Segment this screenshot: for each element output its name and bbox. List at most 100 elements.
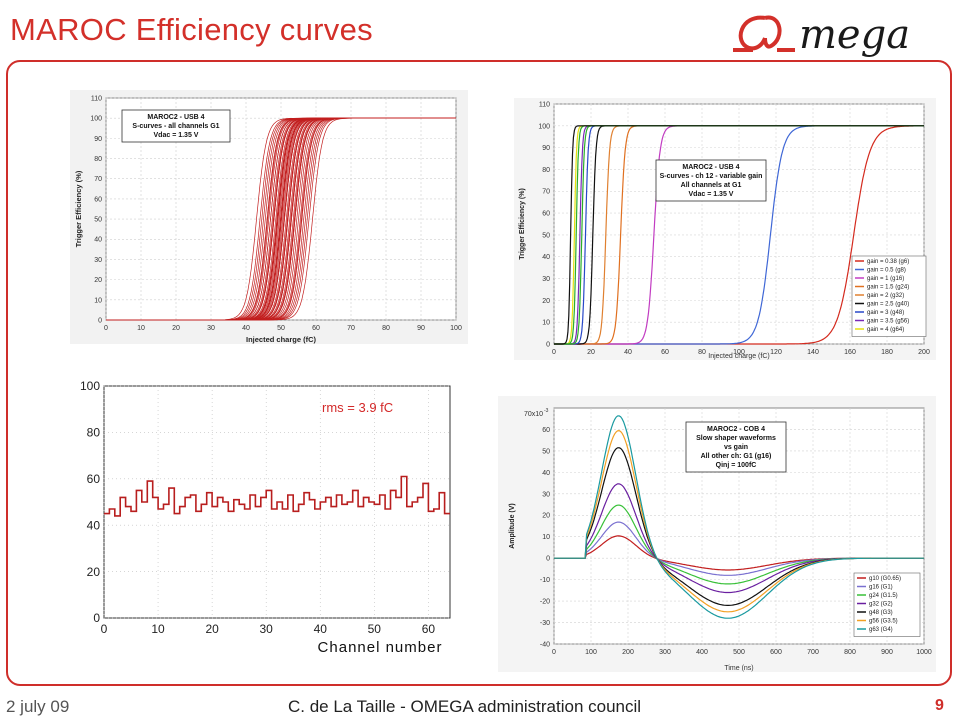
x-tick-label: 20 (172, 325, 180, 332)
y-scale-label: 70x10 (524, 411, 543, 418)
y-tick-label: 40 (94, 237, 102, 244)
annotation-text: S-curves - all channels G1 (132, 123, 219, 130)
y-tick-label: 110 (539, 101, 550, 108)
y-tick-label: 30 (542, 491, 550, 498)
legend-box (853, 572, 921, 637)
x-tick-label: 180 (881, 349, 893, 356)
y-tick-label: 100 (538, 123, 550, 130)
x-tick-label: 200 (622, 649, 634, 656)
omega-logo: mega (733, 12, 910, 58)
y-scale-exponent: -3 (544, 408, 549, 414)
annotation-text: Vdac = 1.35 V (689, 191, 734, 198)
annotation-box (655, 159, 767, 202)
legend-label: g56 (G3.5) (869, 619, 898, 625)
x-tick-label: 0 (101, 622, 108, 636)
x-tick-label: 0 (552, 649, 556, 656)
legend-label: g24 (G1.5) (869, 593, 898, 599)
x-tick-label: 200 (918, 349, 930, 356)
y-tick-label: 0 (93, 611, 100, 625)
y-tick-label: 0 (546, 556, 550, 563)
y-tick-label: -10 (540, 577, 550, 584)
legend-label: g63 (G4) (869, 627, 893, 633)
x-tick-label: 60 (312, 325, 320, 332)
annotation-text: All channels at G1 (681, 182, 742, 189)
x-axis-label: Time (ns) (724, 665, 753, 672)
y-tick-label: 0 (98, 317, 102, 324)
y-tick-label: 70 (94, 176, 102, 183)
x-tick-label: 0 (104, 325, 108, 332)
content-frame (6, 60, 952, 686)
slide-title: MAROC Efficiency curves (10, 12, 373, 47)
annotation-text: vs gain (724, 444, 748, 451)
legend-box (851, 255, 927, 337)
legend-label: gain = 2 (g32) (867, 293, 904, 299)
legend-label: gain = 2.5 (g40) (867, 302, 909, 308)
x-tick-label: 100 (450, 325, 462, 332)
y-tick-label: 70 (542, 189, 550, 196)
scurves-variable-gain-plot: 0 20 40 60 80 100 120 140 160 180 200 0 10 20 30 40 50 60… (514, 98, 936, 360)
trigger-step-line (104, 475, 450, 517)
annotation-text: Vdac = 1.35 V (154, 132, 199, 139)
scurves-all-channels-plot: 0 10 20 30 40 50 60 70 80 90 100 0 10 20 30 40 50 60 70 80 9… (70, 90, 468, 344)
x-tick-label: 40 (314, 622, 328, 636)
x-tick-label: 60 (422, 622, 436, 636)
x-tick-label: 160 (844, 349, 856, 356)
annotation-text: MAROC2 - USB 4 (147, 114, 204, 121)
y-tick-label: 40 (542, 470, 550, 477)
x-tick-label: 40 (242, 325, 250, 332)
annotation-text: All other ch: G1 (g16) (701, 453, 772, 460)
x-tick-label: 500 (733, 649, 745, 656)
y-tick-label: 90 (542, 145, 550, 152)
x-tick-label: 700 (807, 649, 819, 656)
y-tick-label: 100 (80, 379, 100, 393)
legend-label: g10 (G0.65) (869, 576, 901, 582)
y-tick-label: 100 (90, 116, 102, 123)
x-tick-label: 60 (661, 349, 669, 356)
y-tick-label: 110 (91, 95, 102, 102)
x-tick-label: 50 (277, 325, 285, 332)
y-tick-label: 90 (94, 136, 102, 143)
y-tick-label: 50 (94, 217, 102, 224)
x-tick-label: 10 (137, 325, 145, 332)
y-tick-label: 60 (542, 427, 550, 434)
y-tick-label: 60 (87, 472, 101, 486)
y-tick-label: 20 (542, 513, 550, 520)
y-tick-label: 0 (546, 341, 550, 348)
x-axis-label: Injected charge (fC) (708, 353, 769, 360)
x-tick-label: 300 (659, 649, 671, 656)
x-tick-label: 900 (881, 649, 893, 656)
y-tick-label: -30 (540, 620, 550, 627)
x-tick-label: 100 (585, 649, 597, 656)
x-tick-label: 400 (696, 649, 708, 656)
y-tick-label: -40 (540, 641, 550, 648)
y-tick-label: 50 (542, 232, 550, 239)
y-tick-label: 60 (94, 196, 102, 203)
y-tick-label: 50 (542, 448, 550, 455)
legend-label: gain = 4 (g64) (867, 327, 904, 333)
x-tick-label: 10 (151, 622, 165, 636)
legend-label: g16 (G1) (869, 585, 893, 591)
x-tick-label: 50 (368, 622, 382, 636)
annotation-text: Qinj = 100fC (716, 462, 757, 469)
x-tick-label: 800 (844, 649, 856, 656)
x-tick-label: 600 (770, 649, 782, 656)
chart-slow-shaper: 0 100 200 300 400 500 600 700 800 900 1000 -40 -30 -2… (498, 396, 936, 672)
legend-label: gain = 0.38 (g6) (867, 259, 909, 265)
x-tick-label: 80 (698, 349, 706, 356)
y-tick-label: 10 (94, 297, 102, 304)
y-tick-label: 30 (542, 276, 550, 283)
x-tick-label: 20 (205, 622, 219, 636)
legend-label: gain = 1.5 (g24) (867, 285, 909, 291)
y-tick-label: 60 (542, 211, 550, 218)
y-axis-label: Amplitude (V) (509, 503, 516, 549)
y-tick-label: 10 (542, 320, 550, 327)
trigger-50-plot: 0 10 20 30 40 50 60 0 20 40 60 80 100 rms = 3.9 fC Cha… (31, 379, 451, 656)
legend-label: gain = 0.5 (g8) (867, 268, 906, 274)
page-number: 9 (935, 697, 944, 714)
scurve-line (554, 125, 924, 345)
legend-label: gain = 3 (g48) (867, 310, 904, 316)
x-tick-label: 1000 (916, 649, 932, 656)
x-tick-label: 80 (382, 325, 390, 332)
annotation-text: S-curves - ch 12 - variable gain (660, 173, 763, 180)
annotation-box (121, 109, 231, 143)
